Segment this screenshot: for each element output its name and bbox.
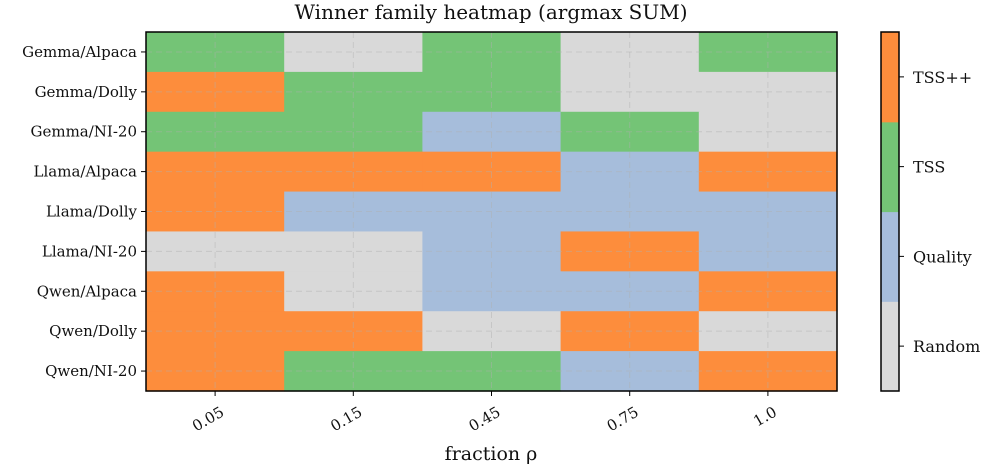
heatmap-cells <box>146 32 838 392</box>
heatmap-cell <box>146 71 285 113</box>
x-tick-label: 1.0 <box>750 403 780 431</box>
heatmap-cell <box>560 351 700 392</box>
heatmap-cell <box>698 71 838 113</box>
heatmap-cell <box>698 231 838 272</box>
chart-title: Winner family heatmap (argmax SUM) <box>294 0 687 24</box>
colorbar-segment <box>881 301 899 392</box>
heatmap-cell <box>560 71 700 113</box>
colorbar-tick-label: Random <box>913 337 980 356</box>
colorbar-segment <box>881 121 899 213</box>
heatmap-cell <box>284 231 423 272</box>
colorbar-tick-label: Quality <box>913 247 972 266</box>
colorbar-frame <box>880 31 900 392</box>
y-tick-label: Llama/Dolly <box>46 203 138 221</box>
heatmap-cell <box>284 271 423 312</box>
heatmap-cell <box>560 151 700 193</box>
heatmap-grid <box>146 32 837 391</box>
heatmap-cell <box>146 151 285 193</box>
heatmap-cell <box>146 311 285 352</box>
heatmap-cell <box>146 191 285 233</box>
heatmap-cell <box>698 111 838 153</box>
heatmap-cell <box>422 71 562 113</box>
x-tick-label: 0.45 <box>466 403 504 435</box>
y-tick-labels: Gemma/Alpaca Gemma/Dolly Gemma/NI-20 Llama/… <box>22 43 146 380</box>
x-tick-label: 0.75 <box>604 403 642 435</box>
x-tick-labels: 0.05 0.15 0.45 0.75 1.0 <box>189 391 780 435</box>
heatmap-cell <box>146 111 285 153</box>
x-axis-title: fraction ρ <box>445 443 538 465</box>
heatmap-cell <box>422 271 562 312</box>
heatmap-cell <box>698 32 838 73</box>
heatmap-cell <box>422 231 562 272</box>
colorbar-tick-label: TSS++ <box>913 68 972 87</box>
heatmap-cell <box>146 271 285 312</box>
heatmap-cell <box>284 191 423 233</box>
heatmap-cell <box>422 111 562 153</box>
y-tick-label: Gemma/NI-20 <box>30 123 137 141</box>
heatmap-cell <box>422 311 562 352</box>
heatmap-cell <box>560 271 700 312</box>
y-tick-label: Gemma/Dolly <box>35 83 138 101</box>
heatmap-cell <box>560 111 700 153</box>
y-tick-label: Qwen/Alpaca <box>37 282 137 300</box>
y-tick-label: Qwen/Dolly <box>49 322 137 340</box>
heatmap-cell <box>422 151 562 193</box>
heatmap-cell <box>284 151 423 193</box>
colorbar-tick-label: TSS <box>913 158 945 177</box>
heatmap-cell <box>284 32 423 73</box>
heatmap-cell <box>146 351 285 392</box>
heatmap-cell <box>560 32 700 73</box>
heatmap-cell <box>560 311 700 352</box>
heatmap-cell <box>698 271 838 312</box>
heatmap-cell <box>422 351 562 392</box>
x-tick-label: 0.05 <box>189 403 227 435</box>
heatmap-cell <box>146 32 285 73</box>
colorbar-segment <box>881 32 899 123</box>
heatmap-cell <box>422 191 562 233</box>
x-tick-label: 0.15 <box>327 403 365 435</box>
y-tick-label: Qwen/NI-20 <box>45 362 137 380</box>
heatmap-cell <box>698 191 838 233</box>
y-tick-label: Gemma/Alpaca <box>22 43 137 61</box>
heatmap-cell <box>284 351 423 392</box>
heatmap-cell <box>284 111 423 153</box>
y-tick-label: Llama/NI-20 <box>42 242 137 260</box>
heatmap-cell <box>560 191 700 233</box>
colorbar-segment <box>881 211 899 302</box>
heatmap-cell <box>698 151 838 193</box>
heatmap-cell <box>560 231 700 272</box>
colorbar: Random Quality TSS TSS++ <box>881 32 980 392</box>
heatmap-cell <box>422 32 562 73</box>
y-tick-label: Llama/Alpaca <box>34 163 137 181</box>
heatmap-cell <box>698 311 838 352</box>
heatmap-cell <box>284 311 423 352</box>
heatmap-cell <box>284 71 423 113</box>
heatmap-cell <box>146 231 285 272</box>
heatmap-cell <box>698 351 838 392</box>
